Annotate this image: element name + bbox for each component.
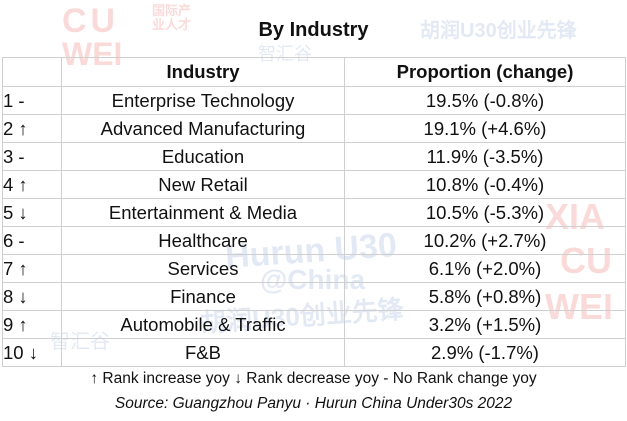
header-industry: Industry bbox=[61, 57, 345, 87]
industry-cell: Education bbox=[61, 142, 345, 171]
rank-cell: 1 - bbox=[2, 86, 62, 115]
proportion-cell: 11.9% (-3.5%) bbox=[344, 142, 626, 171]
industry-cell: Entertainment & Media bbox=[61, 198, 345, 227]
rank-cell: 8 ↓ bbox=[2, 282, 62, 311]
rank-cell: 10 ↓ bbox=[2, 338, 62, 367]
rank-cell: 5 ↓ bbox=[2, 198, 62, 227]
table-row: 10 ↓ F&B 2.9% (-1.7%) bbox=[2, 338, 626, 367]
proportion-cell: 19.1% (+4.6%) bbox=[344, 114, 626, 143]
industry-cell: F&B bbox=[61, 338, 345, 367]
table-row: 1 - Enterprise Technology 19.5% (-0.8%) bbox=[2, 86, 626, 115]
table-row: 5 ↓ Entertainment & Media 10.5% (-5.3%) bbox=[2, 198, 626, 227]
table-row: 8 ↓ Finance 5.8% (+0.8%) bbox=[2, 282, 626, 311]
source-note: Source: Guangzhou Panyu · Hurun China Un… bbox=[114, 395, 513, 412]
page-title: By Industry bbox=[258, 18, 369, 41]
rank-change-legend: ↑ Rank increase yoy ↓ Rank decrease yoy … bbox=[90, 370, 537, 387]
table-row: 3 - Education 11.9% (-3.5%) bbox=[2, 142, 626, 171]
table-row: 4 ↑ New Retail 10.8% (-0.4%) bbox=[2, 170, 626, 199]
rank-cell: 9 ↑ bbox=[2, 310, 62, 339]
proportion-cell: 6.1% (+2.0%) bbox=[344, 254, 626, 283]
industry-cell: Enterprise Technology bbox=[61, 86, 345, 115]
proportion-cell: 5.8% (+0.8%) bbox=[344, 282, 626, 311]
header-rank bbox=[2, 57, 62, 87]
proportion-cell: 10.5% (-5.3%) bbox=[344, 198, 626, 227]
proportion-cell: 10.2% (+2.7%) bbox=[344, 226, 626, 255]
industry-cell: Healthcare bbox=[61, 226, 345, 255]
industry-cell: Automobile & Traffic bbox=[61, 310, 345, 339]
rank-cell: 7 ↑ bbox=[2, 254, 62, 283]
table-row: 2 ↑ Advanced Manufacturing 19.1% (+4.6%) bbox=[2, 114, 626, 143]
industry-table: Industry Proportion (change) 1 - Enterpr… bbox=[2, 57, 626, 367]
header-proportion: Proportion (change) bbox=[344, 57, 626, 87]
rank-cell: 3 - bbox=[2, 142, 62, 171]
table-header-row: Industry Proportion (change) bbox=[2, 57, 626, 87]
proportion-cell: 19.5% (-0.8%) bbox=[344, 86, 626, 115]
rank-cell: 6 - bbox=[2, 226, 62, 255]
table-row: 6 - Healthcare 10.2% (+2.7%) bbox=[2, 226, 626, 255]
rank-cell: 4 ↑ bbox=[2, 170, 62, 199]
industry-cell: New Retail bbox=[61, 170, 345, 199]
industry-cell: Finance bbox=[61, 282, 345, 311]
proportion-cell: 10.8% (-0.4%) bbox=[344, 170, 626, 199]
industry-cell: Services bbox=[61, 254, 345, 283]
industry-cell: Advanced Manufacturing bbox=[61, 114, 345, 143]
proportion-cell: 3.2% (+1.5%) bbox=[344, 310, 626, 339]
proportion-cell: 2.9% (-1.7%) bbox=[344, 338, 626, 367]
table-row: 9 ↑ Automobile & Traffic 3.2% (+1.5%) bbox=[2, 310, 626, 339]
table-row: 7 ↑ Services 6.1% (+2.0%) bbox=[2, 254, 626, 283]
rank-cell: 2 ↑ bbox=[2, 114, 62, 143]
